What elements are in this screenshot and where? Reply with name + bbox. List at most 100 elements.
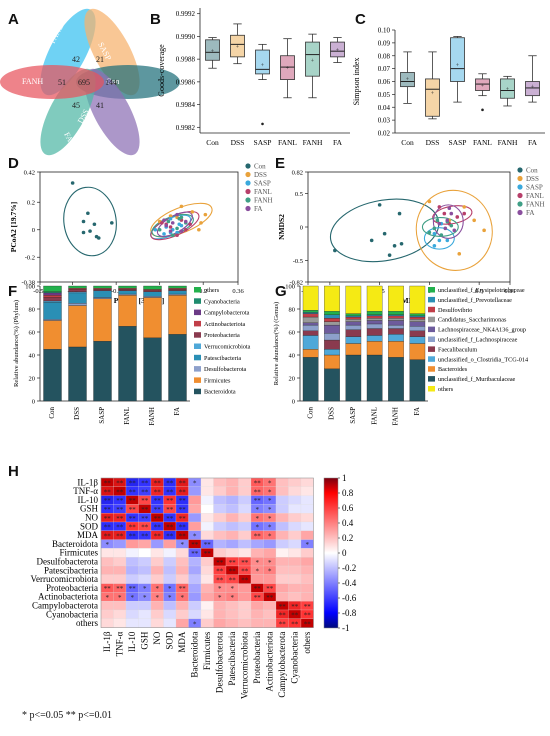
significance-mark: ** <box>166 480 174 488</box>
significance-mark: ** <box>241 576 249 584</box>
legend-label: Actinobacteriota <box>204 321 245 328</box>
bar-segment <box>409 359 426 402</box>
bar-segment <box>345 315 362 318</box>
heatmap-cell <box>100 557 114 567</box>
point-con <box>382 231 387 236</box>
significance-mark: ** <box>154 480 162 488</box>
bar-segment <box>366 285 383 312</box>
significance-mark: * <box>106 541 110 549</box>
bar-segment <box>366 328 383 336</box>
heatmap-cell <box>125 609 139 619</box>
significance-mark: ** <box>304 620 312 628</box>
bar-segment <box>168 290 187 295</box>
heatmap-cell <box>188 513 202 523</box>
bar-segment <box>324 321 340 326</box>
heatmap-cell <box>288 574 302 584</box>
y-axis-title: Goods-coverage <box>157 44 166 97</box>
significance-mark: ** <box>154 515 162 523</box>
bar-segment <box>345 324 362 330</box>
significance-mark: ** <box>104 585 112 593</box>
x-tick-label: FANH <box>148 407 156 426</box>
heatmap-cell <box>100 609 114 619</box>
bar-segment <box>409 321 426 327</box>
y-tick-label: 0.04 <box>378 104 391 112</box>
bar-segment <box>118 293 137 296</box>
heatmap-cell <box>125 565 139 575</box>
y-tick-label: 0.9984 <box>176 101 196 109</box>
point-dss <box>457 252 462 256</box>
bar-segment <box>168 334 187 402</box>
y-tick-label: 80 <box>29 306 36 313</box>
x-tick-label: FA <box>413 407 421 415</box>
heatmap-cell <box>200 583 214 593</box>
heatmap-cell <box>138 539 152 549</box>
legend-label: DSS <box>526 175 539 183</box>
point-fa <box>168 229 173 233</box>
heatmap-cell <box>213 521 227 531</box>
point-con <box>392 243 397 248</box>
row-label: Verrucomicrobiota <box>31 574 98 584</box>
x-tick-label: FA <box>333 138 343 147</box>
bar-segment <box>409 343 426 360</box>
row-label: Bacteroidota <box>52 539 98 549</box>
heatmap-cell <box>150 565 164 575</box>
heatmap-cell <box>213 486 227 496</box>
heatmap-cell <box>275 539 289 549</box>
heatmap-cell <box>225 539 239 549</box>
colorbar <box>323 477 339 629</box>
bar-segment <box>168 285 187 289</box>
heatmap-cell <box>163 609 177 619</box>
bar-segment <box>324 318 340 322</box>
bar-segment <box>143 297 162 338</box>
legend-label: unclassified_f_Erysipelotrichaceae <box>438 287 525 294</box>
significance-mark: ** <box>129 488 137 496</box>
significance-mark: ** <box>104 497 112 505</box>
heatmap-cell <box>100 548 114 558</box>
heatmap-cell <box>275 565 289 575</box>
heatmap-cell <box>125 557 139 567</box>
y-tick-label: -0.38 <box>21 279 35 286</box>
significance-mark: * <box>268 497 272 505</box>
panel-label-e: E <box>275 155 285 172</box>
point-fanl <box>175 233 179 238</box>
heatmap-cell <box>225 477 239 487</box>
heatmap-cell <box>288 486 302 496</box>
significance-mark: ** <box>204 541 212 549</box>
significance-mark: ** <box>204 550 212 558</box>
bar-segment <box>324 324 340 334</box>
significance-mark: ** <box>266 585 274 593</box>
x-tick-label: Con <box>306 407 314 419</box>
significance-mark: ** <box>229 568 237 576</box>
heatmap-cell <box>288 504 302 514</box>
bar-segment <box>43 319 62 321</box>
bar-segment <box>93 298 112 342</box>
y-tick-label: 0.82 <box>292 169 303 176</box>
bar-segment <box>93 341 112 402</box>
legend-marker <box>517 209 523 216</box>
point-fa <box>437 221 442 226</box>
bar-segment <box>324 349 340 356</box>
bar-segment <box>366 320 383 325</box>
point-dss <box>462 205 467 209</box>
box-sasp <box>450 37 465 82</box>
point-dss <box>472 218 476 223</box>
significance-mark: ** <box>241 559 249 567</box>
heatmap-cell <box>300 565 314 575</box>
significance-mark: ** <box>166 506 174 514</box>
significance-mark: ** <box>141 506 149 514</box>
heatmap-cell <box>288 548 302 558</box>
colorbar-tick-label: 0.2 <box>342 533 353 543</box>
significance-mark: ** <box>154 524 162 532</box>
ellipse-con <box>63 186 117 257</box>
heatmap-cell <box>200 530 214 540</box>
ellipse-fa <box>432 204 464 239</box>
legend-label: unclassified_f_Muribaculaceae <box>438 376 516 383</box>
heatmap-cell <box>175 557 189 567</box>
heatmap-cell <box>150 539 164 549</box>
heatmap-cell <box>113 609 127 619</box>
column-label: Cyanobacteria <box>290 632 300 684</box>
bar-segment <box>68 289 87 292</box>
significance-footnote: * p<=0.05 ** p<=0.01 <box>22 710 113 721</box>
significance-mark: ** <box>104 488 112 496</box>
